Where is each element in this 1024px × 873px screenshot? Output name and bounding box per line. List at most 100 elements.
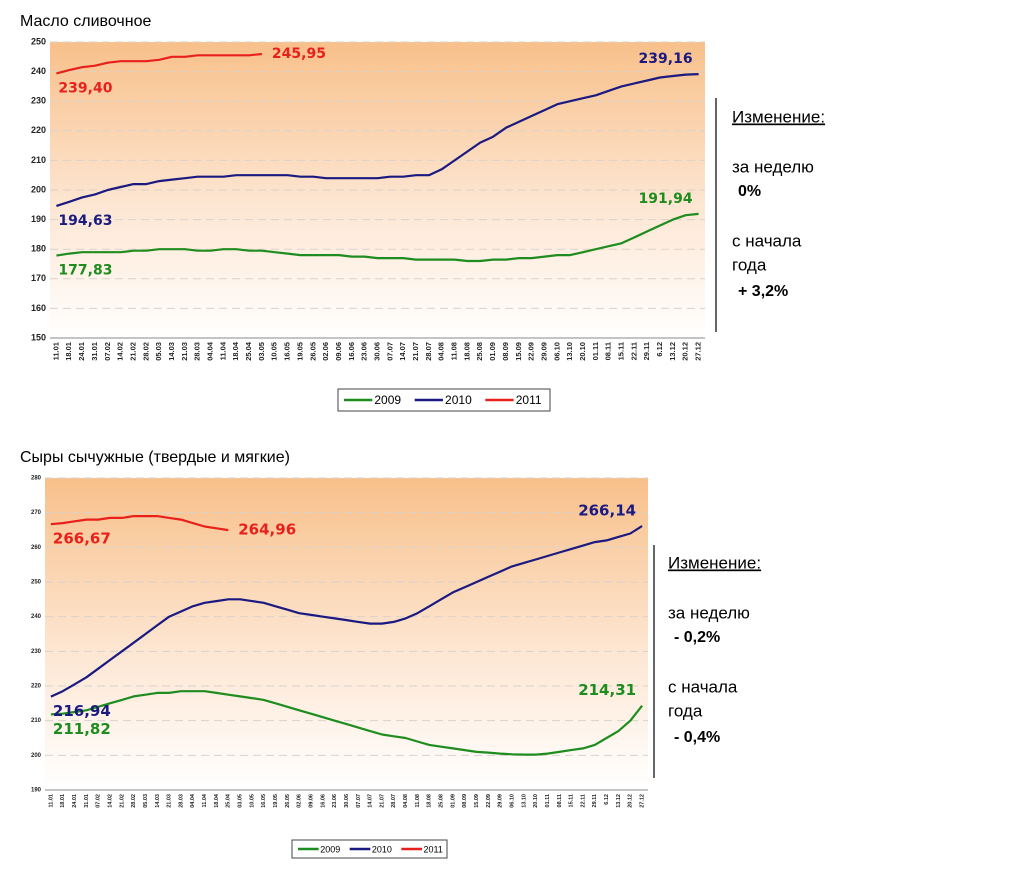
x-tick-label: 23.06 — [332, 794, 338, 808]
x-tick-label: 25.08 — [439, 794, 445, 808]
y-tick-label: 240 — [31, 66, 46, 76]
y-tick-label: 190 — [31, 788, 42, 794]
x-tick-label: 28.03 — [178, 794, 184, 808]
x-tick-label: 11.01 — [48, 794, 54, 807]
x-tick-label: 07.07 — [356, 794, 362, 808]
x-tick-label: 11.04 — [202, 793, 208, 807]
x-tick-label: 14.02 — [116, 342, 125, 361]
y-tick-label: 210 — [31, 155, 46, 165]
x-tick-label: 22.09 — [527, 342, 536, 361]
x-tick-label: 21.07 — [411, 342, 420, 361]
x-tick-label: 27.12 — [694, 342, 703, 361]
x-tick-label: 28.02 — [141, 342, 150, 361]
x-tick-label: 22.11 — [629, 342, 638, 360]
note-week-value: - 0,2% — [674, 629, 720, 646]
x-tick-label: 20.12 — [628, 794, 634, 808]
chart-title: Сыры сычужные (твердые и мягкие) — [20, 449, 290, 466]
x-tick-label: 28.07 — [391, 794, 397, 808]
x-tick-label: 09.06 — [308, 794, 314, 808]
chart-title: Масло сливочное — [20, 13, 151, 30]
x-tick-label: 6.12 — [604, 794, 610, 805]
data-label: 211,82 — [53, 720, 111, 738]
y-tick-label: 170 — [31, 273, 46, 283]
x-tick-label: 04.08 — [437, 342, 446, 361]
x-tick-label: 13.10 — [565, 342, 574, 361]
x-tick-label: 01.11 — [591, 342, 600, 360]
x-tick-label: 06.10 — [552, 342, 561, 361]
x-tick-label: 16.06 — [347, 342, 356, 361]
y-tick-label: 220 — [31, 684, 42, 690]
x-tick-label: 25.04 — [226, 793, 232, 808]
x-tick-label: 23.06 — [360, 342, 369, 361]
x-tick-label: 15.11 — [569, 794, 575, 807]
x-tick-label: 04.08 — [403, 794, 409, 808]
x-tick-label: 18.01 — [60, 794, 66, 808]
x-tick-label: 21.03 — [180, 342, 189, 361]
x-tick-label: 11.04 — [218, 341, 227, 360]
x-tick-label: 16.06 — [320, 794, 326, 808]
y-tick-label: 250 — [31, 36, 46, 46]
data-label: 266,14 — [578, 502, 636, 520]
note-ytd-label: с начала — [668, 677, 738, 696]
x-tick-label: 26.05 — [308, 342, 317, 361]
x-tick-label: 22.11 — [580, 794, 586, 807]
legend-label: 2011 — [516, 393, 542, 407]
series-line — [56, 73, 699, 207]
data-label: 177,83 — [58, 263, 112, 279]
x-tick-label: 29.09 — [539, 342, 548, 361]
x-tick-label: 15.09 — [474, 794, 480, 808]
x-tick-label: 02.06 — [321, 342, 330, 361]
x-tick-label: 14.03 — [155, 794, 161, 808]
y-tick-label: 220 — [31, 125, 46, 135]
x-tick-label: 21.02 — [128, 342, 137, 361]
x-tick-label: 08.11 — [604, 342, 613, 360]
x-tick-label: 14.03 — [167, 342, 176, 361]
x-tick-label: 18.08 — [427, 794, 433, 808]
x-tick-label: 01.11 — [545, 794, 551, 807]
note-ytd-value: - 0,4% — [674, 729, 720, 746]
y-tick-label: 160 — [31, 303, 46, 313]
x-tick-label: 03.05 — [257, 342, 266, 361]
x-tick-label: 30.06 — [372, 342, 381, 361]
x-tick-label: 11.08 — [450, 342, 459, 360]
data-label: 214,31 — [578, 681, 636, 699]
y-tick-label: 270 — [31, 510, 42, 516]
x-tick-label: 07.02 — [96, 794, 102, 808]
x-tick-label: 08.09 — [462, 794, 468, 808]
x-tick-label: 03.05 — [238, 794, 244, 808]
y-tick-label: 250 — [31, 580, 42, 586]
legend-label: 2009 — [320, 844, 340, 854]
data-label: 239,16 — [639, 51, 693, 67]
x-tick-label: 18.08 — [462, 342, 471, 361]
x-tick-label: 08.11 — [557, 794, 563, 807]
y-tick-label: 240 — [31, 614, 42, 620]
y-tick-label: 280 — [31, 476, 42, 482]
x-tick-label: 19.05 — [273, 794, 279, 808]
x-tick-label: 24.01 — [72, 794, 78, 808]
x-tick-label: 13.12 — [668, 342, 677, 361]
x-tick-label: 15.09 — [514, 342, 523, 361]
y-tick-label: 180 — [31, 244, 46, 254]
data-label: 194,63 — [58, 213, 112, 229]
legend-label: 2009 — [374, 393, 401, 407]
legend-label: 2010 — [372, 844, 392, 854]
series-line — [50, 690, 643, 756]
note-heading: Изменение: — [668, 553, 761, 572]
x-tick-label: 16.05 — [283, 342, 292, 361]
series-line — [56, 52, 263, 75]
plot-area — [45, 478, 648, 790]
y-tick-label: 150 — [31, 332, 46, 342]
data-label: 264,96 — [238, 521, 296, 539]
x-tick-label: 29.11 — [592, 794, 598, 807]
x-tick-label: 24.01 — [77, 342, 86, 361]
note-ytd-value: + 3,2% — [738, 283, 788, 300]
x-tick-label: 28.03 — [193, 342, 202, 361]
x-tick-label: 07.02 — [103, 342, 112, 361]
x-tick-label: 19.05 — [295, 342, 304, 361]
x-tick-label: 02.06 — [297, 794, 303, 808]
x-tick-label: 30.06 — [344, 794, 350, 808]
x-tick-label: 01.09 — [450, 794, 456, 808]
series-line — [56, 212, 699, 263]
x-tick-label: 14.07 — [398, 342, 407, 361]
